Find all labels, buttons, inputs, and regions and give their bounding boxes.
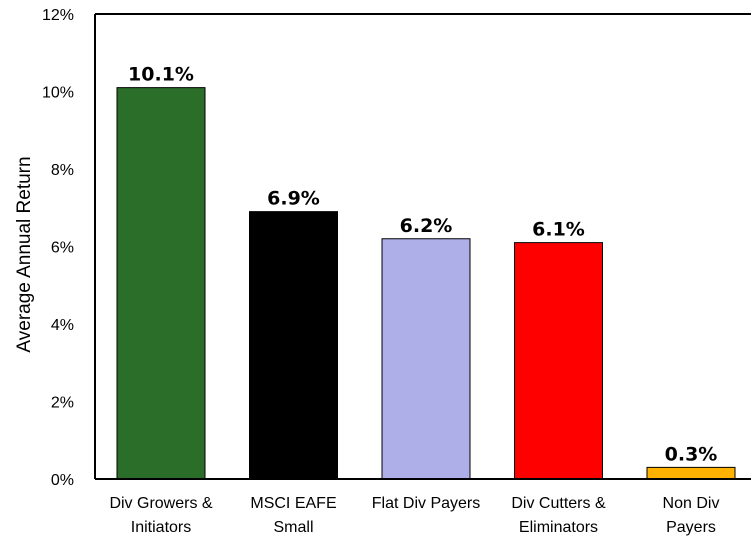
x-category-label: Flat Div Payers (372, 495, 480, 512)
y-axis-ticks: 0% 2% 4% 6% 8% 10% 12% (42, 7, 74, 489)
bar-data-label: 6.1% (532, 219, 585, 241)
y-tick-label: 10% (42, 85, 74, 102)
bar-data-label: 6.9% (267, 188, 320, 210)
bar (381, 238, 471, 480)
y-axis-title: Average Annual Return (14, 156, 35, 352)
y-tick-label: 6% (51, 240, 74, 257)
bar (116, 87, 206, 480)
bars (116, 87, 736, 480)
bar (646, 466, 736, 480)
bar-data-label: 10.1% (128, 64, 194, 86)
x-category-label: Div Growers & Initiators (109, 495, 212, 536)
x-category-label: MSCI EAFE Small (250, 495, 336, 536)
bar-data-label: 0.3% (665, 443, 718, 465)
x-category-label: Div Cutters & Eliminators (511, 495, 606, 536)
x-category-label: Non Div Payers (663, 495, 720, 536)
y-tick-label: 8% (51, 162, 74, 179)
y-tick-label: 2% (51, 395, 74, 412)
y-tick-label: 12% (42, 7, 74, 24)
y-tick-label: 4% (51, 317, 74, 334)
y-tick-label: 0% (51, 472, 74, 489)
plot-frame (94, 13, 751, 480)
data-labels: 10.1% 6.9% 6.2% 6.1% 0.3% (128, 64, 717, 466)
bar-data-label: 6.2% (400, 215, 453, 237)
category-labels: Div Growers & Initiators MSCI EAFE Small Fla… (109, 495, 719, 536)
bar (514, 242, 603, 480)
bar (249, 211, 338, 480)
